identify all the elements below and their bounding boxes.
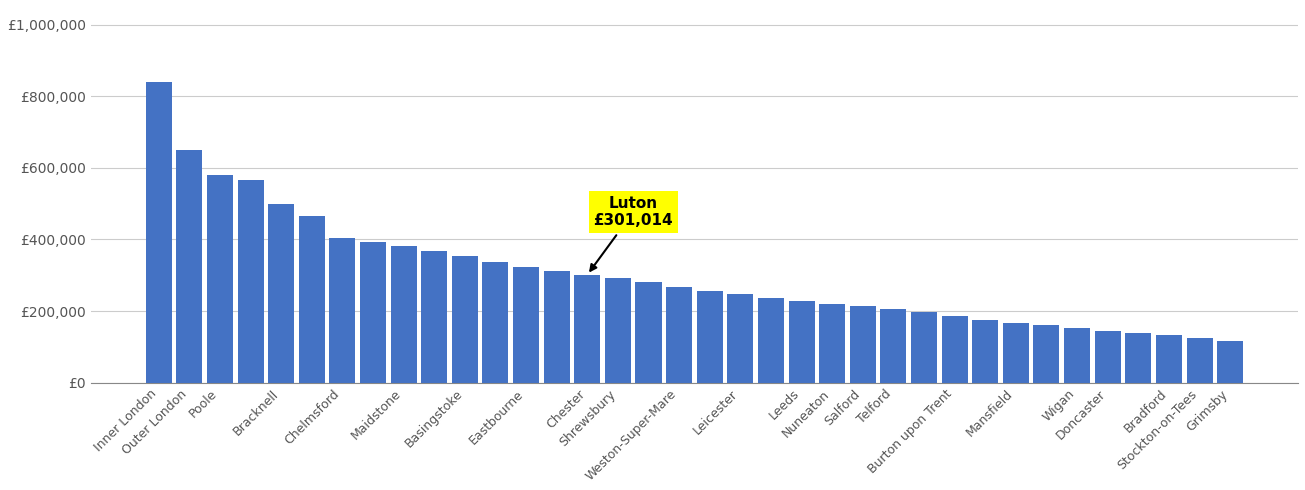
Bar bbox=[483, 262, 509, 383]
Bar bbox=[1156, 335, 1182, 383]
Bar bbox=[390, 246, 416, 383]
Bar bbox=[1064, 328, 1090, 383]
Bar bbox=[329, 238, 355, 383]
Bar bbox=[146, 82, 172, 383]
Bar bbox=[574, 275, 600, 383]
Bar bbox=[697, 291, 723, 383]
Bar bbox=[238, 180, 264, 383]
Bar bbox=[176, 150, 202, 383]
Bar bbox=[972, 320, 998, 383]
Bar bbox=[513, 268, 539, 383]
Bar bbox=[881, 309, 907, 383]
Bar bbox=[1095, 331, 1121, 383]
Bar bbox=[268, 204, 294, 383]
Bar bbox=[360, 242, 386, 383]
Bar bbox=[422, 251, 448, 383]
Bar bbox=[1218, 342, 1244, 383]
Bar bbox=[1002, 323, 1028, 383]
Text: Luton
£301,014: Luton £301,014 bbox=[590, 196, 673, 271]
Bar bbox=[606, 278, 630, 383]
Bar bbox=[820, 304, 846, 383]
Bar bbox=[544, 271, 570, 383]
Bar bbox=[636, 282, 662, 383]
Bar bbox=[911, 313, 937, 383]
Bar bbox=[942, 316, 968, 383]
Bar bbox=[1034, 325, 1060, 383]
Bar bbox=[727, 294, 753, 383]
Bar bbox=[452, 256, 478, 383]
Bar bbox=[666, 287, 692, 383]
Bar bbox=[1186, 338, 1212, 383]
Bar bbox=[1125, 333, 1151, 383]
Bar bbox=[758, 298, 784, 383]
Bar bbox=[207, 175, 232, 383]
Bar bbox=[850, 306, 876, 383]
Bar bbox=[788, 301, 814, 383]
Bar bbox=[299, 216, 325, 383]
